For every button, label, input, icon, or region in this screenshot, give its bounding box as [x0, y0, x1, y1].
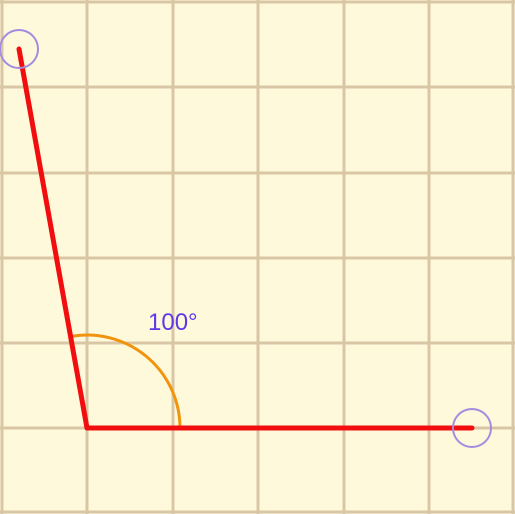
- angle-arc: [70, 333, 182, 429]
- angle-measure-label: 100°: [148, 309, 198, 336]
- ray-to-upper-handle: [16, 46, 90, 431]
- upper-drag-handle[interactable]: [0, 29, 39, 69]
- right-drag-handle[interactable]: [452, 408, 492, 448]
